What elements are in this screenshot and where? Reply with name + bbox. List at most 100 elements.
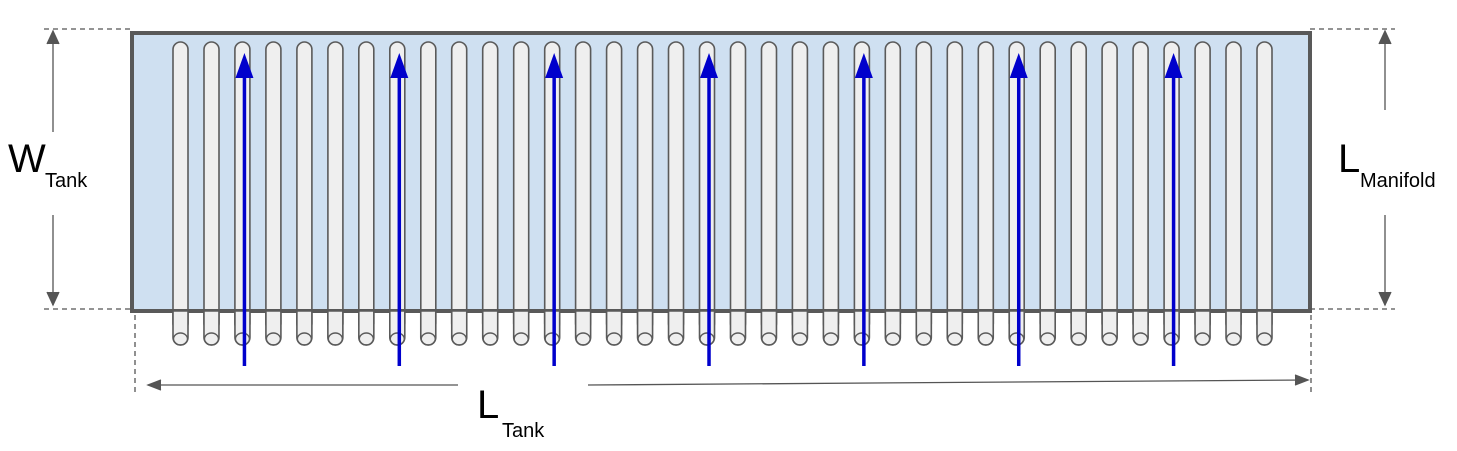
- l-tank-arrowhead-left: [146, 379, 162, 391]
- tube-outlet: [605, 310, 623, 346]
- tube: [698, 41, 716, 332]
- l-tank-label: L Tank: [477, 383, 545, 442]
- tube-outlet: [1194, 310, 1211, 346]
- flow-arrow-head: [545, 53, 564, 78]
- tube: [822, 41, 840, 332]
- tube-outlet-array: [172, 310, 1273, 346]
- tube-outlet: [884, 310, 902, 346]
- tube-outlet-end: [699, 332, 715, 346]
- flow-arrow-head: [1009, 53, 1028, 78]
- tube: [1008, 41, 1026, 332]
- tube: [172, 41, 189, 332]
- tube-array: [172, 41, 1273, 332]
- w-tank-label-main: W: [8, 137, 46, 181]
- tube: [234, 41, 251, 332]
- tube: [296, 41, 313, 332]
- tube-outlet: [729, 310, 747, 346]
- flow-arrow: [235, 53, 254, 366]
- tube-outlet: [791, 310, 809, 346]
- flow-arrow: [545, 53, 564, 366]
- tube: [605, 41, 623, 332]
- tube: [327, 41, 344, 332]
- flow-arrow: [1009, 53, 1028, 366]
- tube-outlet: [265, 310, 282, 346]
- tube: [946, 41, 964, 332]
- tube-outlet-end: [296, 332, 313, 346]
- tube-outlet: [853, 310, 871, 346]
- tube: [884, 41, 902, 332]
- flow-arrow-head: [390, 53, 409, 78]
- tube: [977, 41, 995, 332]
- tube-outlet-end: [1039, 332, 1056, 346]
- l-manifold-label: L Manifold: [1338, 137, 1436, 192]
- tube-outlet-end: [234, 332, 251, 346]
- l-tank-label-main: L: [477, 383, 499, 427]
- tube-outlet: [450, 310, 468, 346]
- tube-outlet: [1163, 310, 1180, 346]
- tube-outlet-end: [172, 332, 189, 346]
- l-manifold-arrowhead-top: [1378, 29, 1392, 45]
- tube-outlet-end: [544, 332, 560, 346]
- tube-outlet-end: [978, 332, 994, 346]
- tube-outlet-end: [482, 332, 498, 346]
- tube-outlet: [822, 310, 840, 346]
- tube: [1039, 41, 1056, 332]
- tube: [853, 41, 871, 332]
- tube-outlet: [296, 310, 313, 346]
- tube-outlet: [358, 310, 375, 346]
- tube-outlet: [1132, 310, 1149, 346]
- tube-outlet: [667, 310, 685, 346]
- flow-arrow: [700, 53, 719, 366]
- flow-arrow-head: [235, 53, 254, 78]
- tube: [915, 41, 933, 332]
- l-tank-label-sub: Tank: [502, 420, 545, 442]
- tube-outlet: [574, 310, 592, 346]
- tube-outlet: [327, 310, 344, 346]
- flow-arrow: [390, 53, 409, 366]
- tube-outlet-end: [575, 332, 591, 346]
- l-manifold-arrowhead-bottom: [1378, 291, 1392, 307]
- tube: [667, 41, 685, 332]
- tube-outlet-end: [1132, 332, 1149, 346]
- l-manifold-label-sub: Manifold: [1360, 170, 1436, 192]
- tube-outlet: [1101, 310, 1118, 346]
- flow-arrow-head: [854, 53, 873, 78]
- l-tank-arrowhead-right: [1294, 374, 1310, 386]
- tube: [1163, 41, 1180, 332]
- tube-outlet-end: [1256, 332, 1273, 346]
- tube: [1101, 41, 1118, 332]
- tube: [450, 41, 468, 332]
- flow-arrow: [854, 53, 873, 366]
- tube-outlet: [543, 310, 561, 346]
- tube: [419, 41, 437, 332]
- tube: [512, 41, 530, 332]
- tube-outlet: [1225, 310, 1242, 346]
- dimension-lines: [44, 28, 1395, 396]
- flow-arrow-group: [235, 53, 1183, 366]
- tube-outlet: [946, 310, 964, 346]
- tube-outlet-end: [668, 332, 684, 346]
- tube: [760, 41, 778, 332]
- tube-outlet: [419, 310, 437, 346]
- tube-outlet-end: [265, 332, 282, 346]
- tube-outlet-end: [1009, 332, 1025, 346]
- tube-outlet: [481, 310, 499, 346]
- tube-outlet: [1008, 310, 1026, 346]
- tube-outlet-end: [1163, 332, 1180, 346]
- tube: [1194, 41, 1211, 332]
- tube-outlet-end: [358, 332, 375, 346]
- tube-outlet: [234, 310, 251, 346]
- l-manifold-label-main: L: [1338, 137, 1360, 181]
- w-tank-arrowhead-bottom: [46, 291, 60, 307]
- tube-outlet: [915, 310, 933, 346]
- tube-outlet-end: [451, 332, 467, 346]
- tube-outlet-end: [761, 332, 777, 346]
- tube-outlet-end: [1101, 332, 1118, 346]
- tube: [1070, 41, 1087, 332]
- tube-outlet-end: [420, 332, 436, 346]
- tube-outlet: [172, 310, 189, 346]
- tank-border: [130, 31, 1312, 313]
- tube-outlet: [698, 310, 716, 346]
- tube-outlet: [389, 310, 406, 346]
